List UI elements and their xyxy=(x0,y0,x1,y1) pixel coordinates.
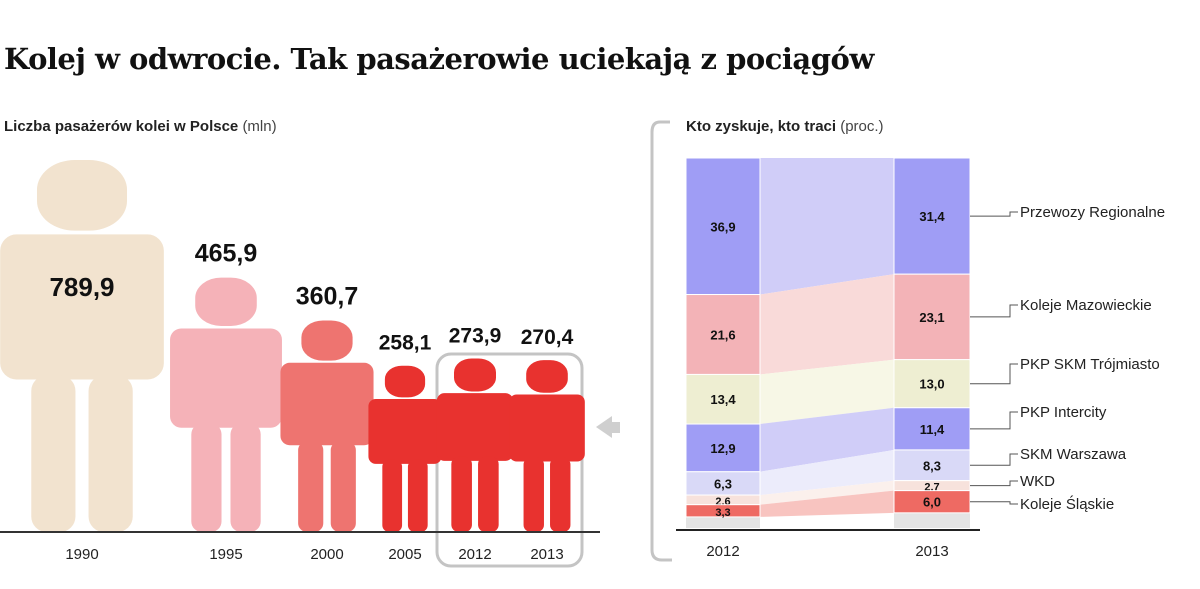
segment-label-2012-5: 6,3 xyxy=(714,476,732,491)
leader-line-1 xyxy=(970,211,1018,217)
value-label-2005: 258,1 xyxy=(379,332,432,355)
leader-line-4 xyxy=(970,411,1018,430)
leader-line-6 xyxy=(970,480,1018,487)
year-label-1995: 1995 xyxy=(209,546,242,563)
pictogram-bar-2005 xyxy=(368,365,442,532)
passenger-pictogram-chart: 789,9 1990 465,9 1995 360,7 2000 258,1 2005 273,… xyxy=(0,160,620,568)
segment-2012-7 xyxy=(685,504,761,518)
year-label-2013: 2013 xyxy=(530,546,563,563)
segment-2013-5 xyxy=(893,449,971,482)
flow-band-2 xyxy=(760,274,894,375)
segment-label-2012-2: 21,6 xyxy=(710,327,735,342)
arrow-left-icon xyxy=(596,416,620,438)
flow-band-7 xyxy=(760,490,894,517)
segment-label-2012-1: 36,9 xyxy=(710,219,735,234)
category-label-2012: 2012 xyxy=(706,543,739,560)
right-chart-subtitle: Kto zyskuje, kto traci (proc.) xyxy=(686,118,884,135)
segment-2012-3 xyxy=(685,373,761,425)
value-label-1995: 465,9 xyxy=(195,240,258,268)
segment-label-2012-3: 13,4 xyxy=(710,392,736,407)
segment-label-2012-7: 3,3 xyxy=(715,507,730,519)
pictogram-bar-1990 xyxy=(0,160,164,532)
legend-label-3: PKP SKM Trójmiasto xyxy=(1020,356,1160,373)
legend-label-4: PKP Intercity xyxy=(1020,404,1107,421)
leader-line-3 xyxy=(970,363,1018,385)
flow-band-4 xyxy=(760,407,894,472)
pictogram-bar-2013 xyxy=(509,360,585,532)
right-chart-title: Kto zyskuje, kto traci xyxy=(686,118,837,135)
segment-label-2013-3: 13,0 xyxy=(919,377,944,392)
pictogram-bar-2000 xyxy=(280,320,374,532)
left-chart-subtitle: Liczba pasażerów kolei w Polsce (mln) xyxy=(4,118,277,135)
operator-share-stacked-chart: 36,931,421,623,113,413,012,911,46,38,32,… xyxy=(650,120,1165,562)
legend-label-7: Koleje Śląskie xyxy=(1020,495,1114,513)
value-label-2012: 273,9 xyxy=(449,324,502,347)
legend-label-2: Koleje Mazowieckie xyxy=(1020,297,1152,314)
segment-label-2012-4: 12,9 xyxy=(710,441,735,456)
value-label-2000: 360,7 xyxy=(296,282,359,310)
left-chart-title: Liczba pasażerów kolei w Polsce xyxy=(4,118,239,135)
segment-label-2013-7: 6,0 xyxy=(923,495,941,510)
year-label-2000: 2000 xyxy=(310,546,343,563)
pictogram-bar-1995 xyxy=(170,277,282,532)
category-label-2013: 2013 xyxy=(915,543,948,560)
flow-band-6 xyxy=(760,480,894,505)
flow-band-3 xyxy=(760,359,894,425)
flow-band-5 xyxy=(760,449,894,496)
legend-label-6: WKD xyxy=(1020,473,1055,490)
segment-label-2013-2: 23,1 xyxy=(919,310,944,325)
flow-band-1 xyxy=(760,158,894,295)
pictogram-bar-2012 xyxy=(436,358,514,532)
segment-2013-4 xyxy=(893,407,971,451)
infographic-title: Kolej w odwrocie. Tak pasażerowie ucieka… xyxy=(4,42,874,76)
segment-2012-2 xyxy=(685,294,761,375)
value-label-1990: 789,9 xyxy=(49,272,114,302)
leader-line-5 xyxy=(970,453,1018,466)
leader-line-2 xyxy=(970,304,1018,318)
segment-label-2013-4: 11,4 xyxy=(920,422,945,437)
legend-label-5: SKM Warszawa xyxy=(1020,446,1127,463)
segment-2013-1 xyxy=(893,157,971,275)
segment-label-2013-1: 31,4 xyxy=(919,209,945,224)
segment-label-2013-5: 8,3 xyxy=(923,458,941,473)
value-label-2013: 270,4 xyxy=(521,326,574,349)
segment-2013-2 xyxy=(893,273,971,361)
chart-frame-bracket xyxy=(650,120,672,562)
segment-2012-4 xyxy=(685,423,761,473)
left-chart-unit: (mln) xyxy=(242,118,277,135)
leader-line-7 xyxy=(970,501,1018,505)
right-chart-unit: (proc.) xyxy=(840,118,884,135)
year-label-1990: 1990 xyxy=(65,546,98,563)
year-label-2005: 2005 xyxy=(388,546,421,563)
legend-label-1: Przewozy Regionalne xyxy=(1020,204,1165,221)
year-label-2012: 2012 xyxy=(458,546,491,563)
